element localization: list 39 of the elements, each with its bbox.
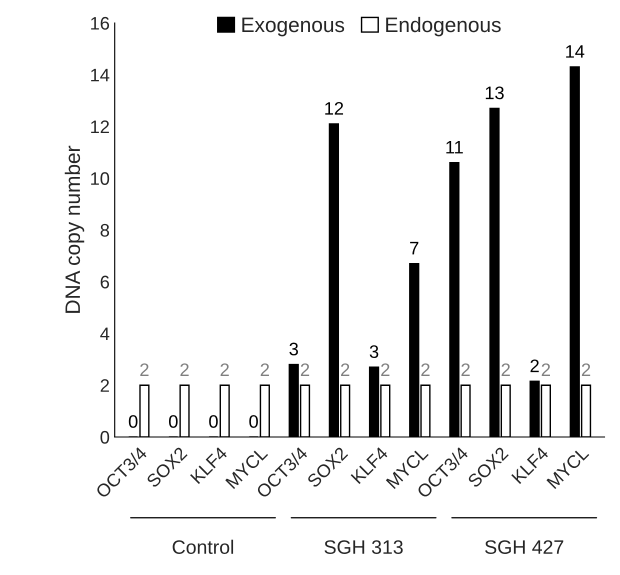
data-label: 2: [180, 363, 189, 376]
data-label: 7: [410, 242, 418, 254]
data-label: 2: [140, 363, 149, 376]
y-tick-label: 8: [100, 224, 110, 237]
y-tick-label: 0: [100, 430, 110, 444]
y-tick-label: 2: [100, 379, 109, 392]
data-label: 2: [530, 359, 539, 372]
data-label: 2: [260, 363, 269, 376]
y-tick-label: 14: [91, 68, 110, 82]
data-label: 2: [502, 363, 510, 376]
data-label: 2: [220, 363, 229, 376]
data-label: 2: [300, 363, 310, 376]
data-label: 2: [461, 363, 470, 376]
data-label: 2: [421, 363, 430, 376]
y-tick-label: 12: [91, 120, 109, 134]
y-tick-label: 4: [100, 328, 110, 340]
data-label: 0: [249, 415, 258, 428]
data-label: 11: [446, 141, 463, 154]
data-label: 3: [289, 342, 298, 356]
data-label: 12: [325, 102, 344, 115]
y-tick-label: 16: [91, 16, 110, 30]
text: SGH 427: [485, 540, 564, 554]
text: Control: [172, 540, 234, 554]
data-label: 2: [582, 363, 590, 376]
legend-label: Exogenous: [242, 18, 344, 36]
data-label: 0: [128, 415, 138, 428]
y-tick-label: 10: [91, 172, 110, 185]
data-label: 0: [209, 415, 218, 428]
y-tick-label: 6: [100, 276, 110, 288]
legend-label: Endogenous: [386, 16, 501, 36]
data-label: 0: [169, 415, 178, 428]
data-label: 2: [542, 363, 550, 376]
data-label: 2: [381, 363, 390, 376]
data-label: 14: [566, 45, 584, 58]
data-label: 3: [370, 345, 378, 358]
data-label: 2: [341, 363, 350, 376]
text: SGH 313: [324, 540, 403, 554]
data-label: 13: [486, 86, 504, 100]
y-axis-title: DNA copy number: [64, 146, 84, 313]
